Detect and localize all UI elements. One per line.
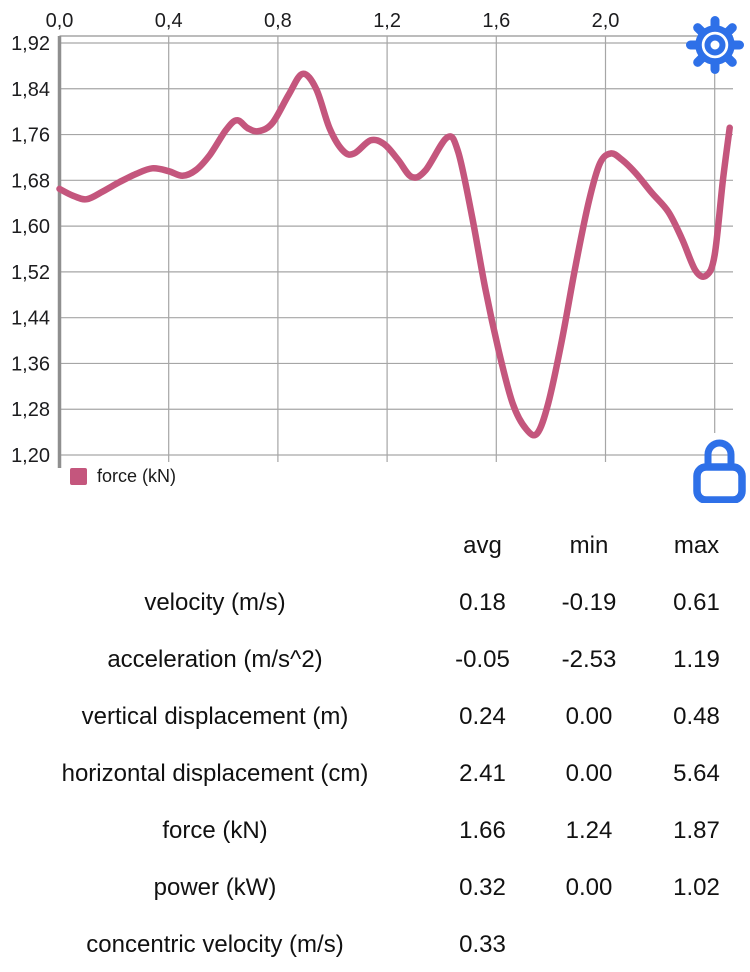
metric-avg-value: 2.41 xyxy=(459,759,506,787)
metric-max-value: 5.64 xyxy=(673,759,720,787)
metric-max-value: 1.87 xyxy=(673,816,720,844)
y-tick-label: 1,28 xyxy=(11,399,50,421)
force-line-chart: 1,921,841,761,681,601,521,441,361,281,20… xyxy=(11,10,733,468)
legend-label: force (kN) xyxy=(97,466,177,486)
metric-avg-value: 1.66 xyxy=(459,816,506,844)
x-tick-label: 1,2 xyxy=(373,10,401,32)
x-tick-label: 1,6 xyxy=(482,10,510,32)
metric-max-value: 1.02 xyxy=(673,873,720,901)
metric-label: power (kW) xyxy=(153,873,277,901)
y-tick-label: 1,84 xyxy=(11,79,50,101)
metric-min-value: -2.53 xyxy=(561,645,617,673)
metric-label: force (kN) xyxy=(162,816,268,844)
y-tick-label: 1,44 xyxy=(11,308,50,330)
x-tick-label: 2,0 xyxy=(592,10,620,32)
y-tick-label: 1,92 xyxy=(11,33,50,55)
y-tick-label: 1,36 xyxy=(11,353,50,375)
lock-button[interactable] xyxy=(692,433,746,504)
y-tick-label: 1,68 xyxy=(11,170,50,192)
legend-swatch xyxy=(70,468,87,485)
force-series-line xyxy=(56,70,733,439)
y-tick-label: 1,60 xyxy=(11,216,50,238)
column-header-min: min xyxy=(569,531,609,559)
metrics-table: avg min max velocity (m/s) 0.18 -0.19 0.61 a… xyxy=(0,517,750,972)
y-tick-label: 1,76 xyxy=(11,125,50,147)
metric-min-value: 0.00 xyxy=(565,873,613,901)
metric-max-value: 0.61 xyxy=(673,588,720,616)
metric-avg-value: 0.33 xyxy=(459,930,506,958)
metric-label: vertical displacement (m) xyxy=(81,702,349,730)
metric-label: velocity (m/s) xyxy=(144,588,286,616)
metric-label: acceleration (m/s^2) xyxy=(107,645,323,673)
metric-min-value: 0.00 xyxy=(565,702,613,730)
settings-button[interactable] xyxy=(684,14,746,76)
x-tick-label: 0,0 xyxy=(46,10,74,32)
column-header-max: max xyxy=(673,531,720,559)
chart-legend: force (kN) xyxy=(70,466,176,487)
metric-min-value: 1.24 xyxy=(565,816,613,844)
metric-max-value: 0.48 xyxy=(673,702,720,730)
x-tick-label: 0,4 xyxy=(155,10,183,32)
column-header-avg: avg xyxy=(463,531,502,559)
y-tick-label: 1,52 xyxy=(11,262,50,284)
metric-max-value: 1.19 xyxy=(673,645,720,673)
x-tick-label: 0,8 xyxy=(264,10,292,32)
gear-icon xyxy=(686,16,744,74)
metric-min-value: 0.00 xyxy=(565,759,613,787)
metric-min-value: -0.19 xyxy=(561,588,617,616)
y-tick-label: 1,20 xyxy=(11,445,50,467)
metric-label: horizontal displacement (cm) xyxy=(61,759,369,787)
metric-label: concentric velocity (m/s) xyxy=(86,930,344,958)
metric-avg-value: -0.05 xyxy=(455,645,510,673)
metric-avg-value: 0.24 xyxy=(459,702,506,730)
metric-avg-value: 0.18 xyxy=(459,588,506,616)
lock-icon xyxy=(693,439,746,504)
metric-avg-value: 0.32 xyxy=(459,873,506,901)
force-chart-panel: 1,92 1,84 1,76 1,68 1,60 1,52 1,44 1,36 1,28 1,20… xyxy=(11,10,746,504)
